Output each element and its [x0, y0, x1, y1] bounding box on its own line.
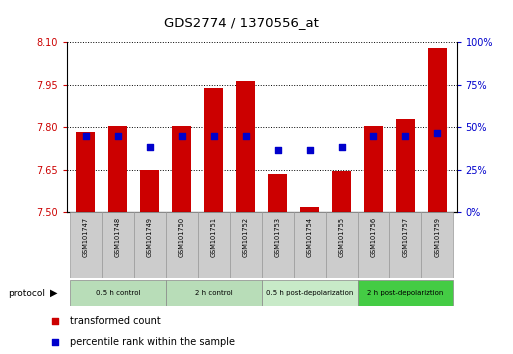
- Text: GSM101755: GSM101755: [339, 217, 345, 257]
- Bar: [140, 171, 160, 212]
- Bar: [76, 132, 95, 212]
- Bar: [358, 212, 389, 278]
- Point: [146, 144, 154, 150]
- Point: [51, 319, 60, 324]
- Text: GDS2774 / 1370556_at: GDS2774 / 1370556_at: [164, 16, 319, 29]
- Bar: [396, 119, 415, 212]
- Text: protocol: protocol: [8, 289, 45, 298]
- Point: [177, 133, 186, 139]
- Point: [401, 133, 409, 139]
- Point: [82, 133, 90, 139]
- Bar: [70, 212, 102, 278]
- Bar: [421, 212, 453, 278]
- Point: [338, 144, 346, 150]
- Bar: [108, 126, 127, 212]
- Point: [210, 133, 218, 139]
- Bar: [268, 174, 287, 212]
- Point: [51, 339, 60, 345]
- Bar: [364, 126, 383, 212]
- Bar: [134, 212, 166, 278]
- Bar: [389, 212, 421, 278]
- Text: GSM101749: GSM101749: [147, 217, 153, 257]
- Bar: [300, 207, 319, 212]
- Bar: [326, 212, 358, 278]
- Text: GSM101748: GSM101748: [115, 217, 121, 257]
- Bar: [204, 88, 223, 212]
- Text: GSM101751: GSM101751: [211, 217, 216, 257]
- Point: [305, 147, 313, 153]
- Text: GSM101759: GSM101759: [435, 217, 440, 257]
- Text: percentile rank within the sample: percentile rank within the sample: [70, 337, 234, 347]
- Text: 0.5 h control: 0.5 h control: [95, 290, 140, 296]
- Point: [114, 133, 122, 139]
- Text: GSM101754: GSM101754: [307, 217, 312, 257]
- Bar: [166, 212, 198, 278]
- Bar: [332, 171, 351, 212]
- Bar: [236, 81, 255, 212]
- Text: GSM101747: GSM101747: [83, 217, 89, 257]
- Bar: [102, 212, 134, 278]
- Point: [273, 147, 282, 153]
- Bar: [293, 212, 326, 278]
- Text: GSM101756: GSM101756: [370, 217, 377, 257]
- Bar: [230, 212, 262, 278]
- Bar: [70, 280, 166, 306]
- Bar: [166, 280, 262, 306]
- Text: GSM101753: GSM101753: [274, 217, 281, 257]
- Point: [369, 133, 378, 139]
- Bar: [198, 212, 230, 278]
- Bar: [262, 212, 293, 278]
- Text: GSM101752: GSM101752: [243, 217, 249, 257]
- Text: 0.5 h post-depolarization: 0.5 h post-depolarization: [266, 290, 353, 296]
- Point: [242, 133, 250, 139]
- Text: 2 h control: 2 h control: [195, 290, 232, 296]
- Bar: [358, 280, 453, 306]
- Text: transformed count: transformed count: [70, 316, 160, 326]
- Bar: [428, 48, 447, 212]
- Point: [433, 130, 442, 136]
- Text: GSM101750: GSM101750: [179, 217, 185, 257]
- Bar: [262, 280, 358, 306]
- Text: GSM101757: GSM101757: [402, 217, 408, 257]
- Text: ▶: ▶: [50, 288, 58, 298]
- Bar: [172, 126, 191, 212]
- Text: 2 h post-depolariztion: 2 h post-depolariztion: [367, 290, 444, 296]
